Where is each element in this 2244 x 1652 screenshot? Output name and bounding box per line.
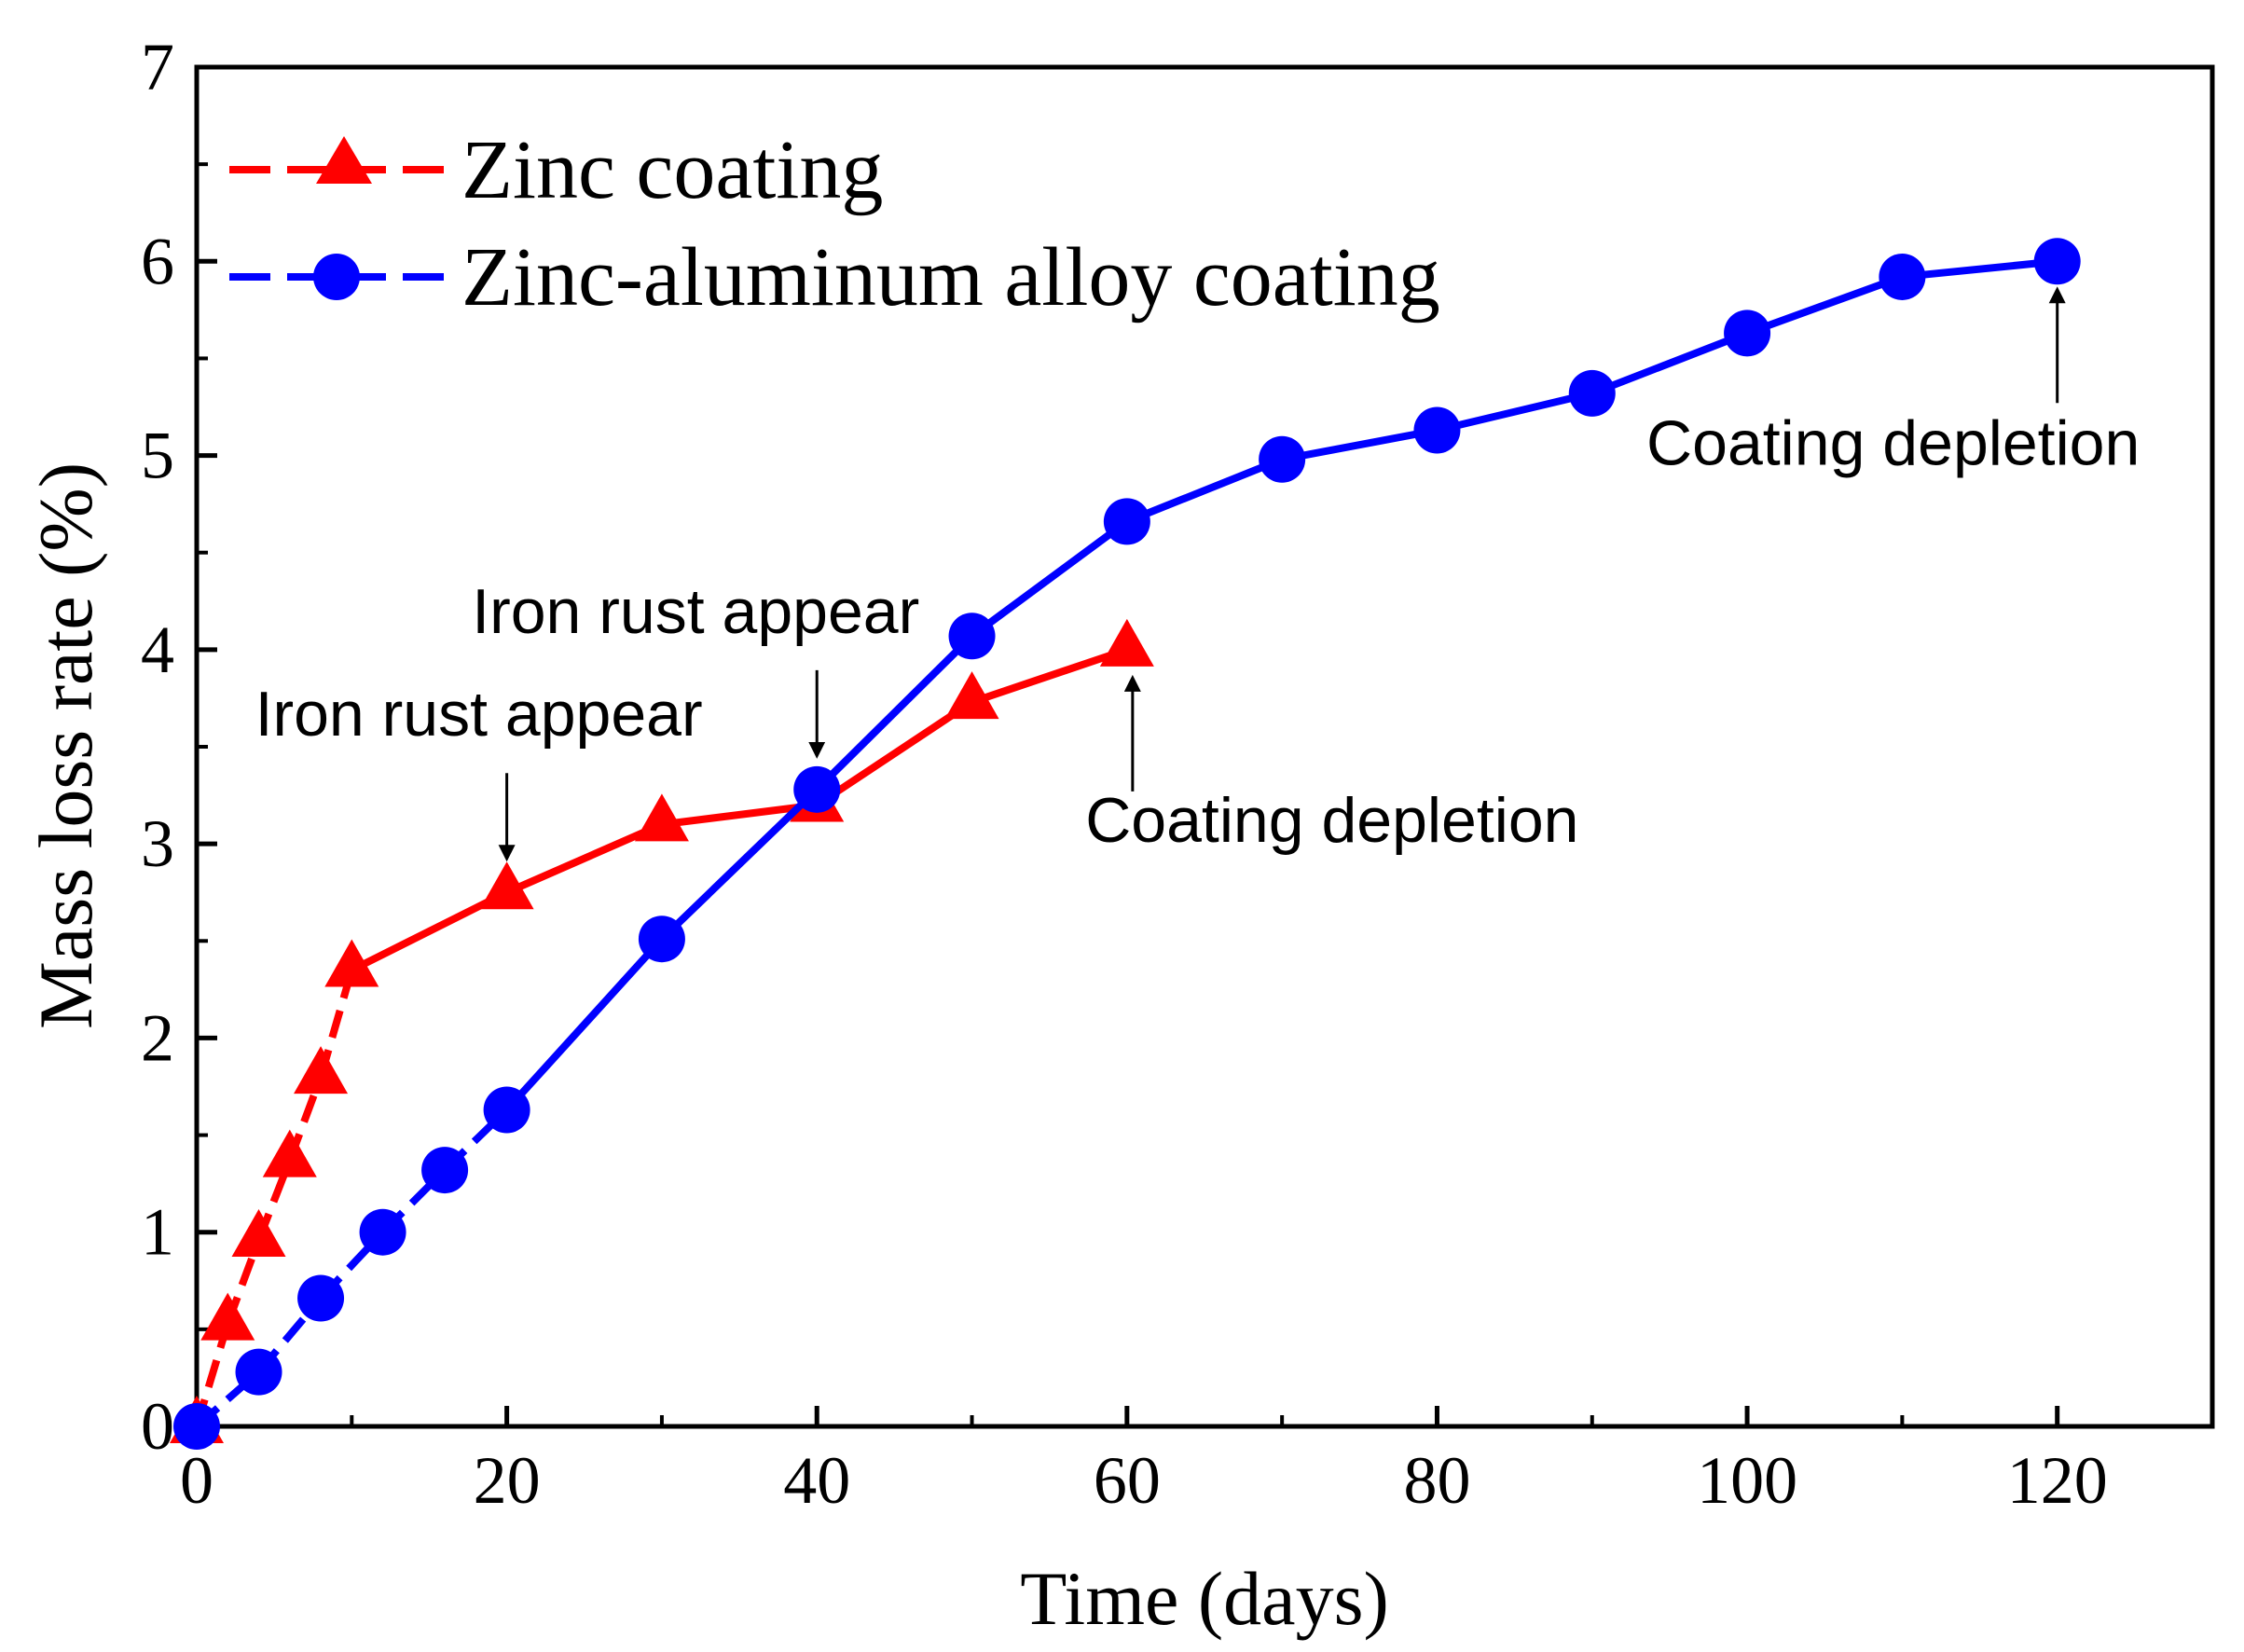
series-line-segment-zinc <box>505 820 664 896</box>
series-line-segment-zinc <box>815 698 974 808</box>
x-tick-label: 60 <box>1094 1443 1161 1518</box>
y-tick-label: 6 <box>141 224 174 298</box>
data-point-zinc <box>479 861 534 910</box>
axis-ticks: 0 20 40 60 80 100 120 0 1 2 3 4 5 6 7 <box>141 30 2108 1518</box>
y-tick-label: 0 <box>141 1389 174 1464</box>
x-tick-label: 20 <box>474 1443 541 1518</box>
x-tick-label: 80 <box>1403 1443 1470 1518</box>
x-tick-label: 120 <box>2007 1443 2108 1518</box>
y-axis-title: Mass loss rate (%) <box>23 462 108 1029</box>
legend-label-zn-al: Zinc-aluminum alloy coating <box>461 231 1440 324</box>
annotation-label: Iron rust appear <box>255 679 703 750</box>
data-point-zinc <box>1099 618 1154 667</box>
x-tick-label: 40 <box>783 1443 850 1518</box>
data-point-zn-al <box>793 765 841 813</box>
data-point-zinc <box>944 671 999 720</box>
data-point-zinc <box>294 1046 349 1094</box>
legend: Zinc coating Zinc-aluminum alloy coating <box>229 124 1440 324</box>
series-line-segment-zn-al <box>659 786 820 943</box>
data-point-zinc <box>262 1129 317 1177</box>
data-point-zn-al <box>421 1147 469 1194</box>
annotation-label: Iron rust appear <box>472 576 919 647</box>
data-point-zn-al <box>1259 435 1306 483</box>
data-point-zn-al <box>297 1274 345 1322</box>
series-line-segment-zn-al <box>1436 390 1593 434</box>
y-tick-label: 5 <box>141 419 174 493</box>
data-point-zn-al <box>1879 253 1926 300</box>
legend-label-zinc: Zinc coating <box>461 124 883 216</box>
series-line-segment-zinc <box>661 801 818 829</box>
data-point-zn-al <box>483 1086 530 1134</box>
data-point-zn-al <box>1413 406 1461 454</box>
annotations: Iron rust appear Iron rust appear Coating … <box>255 286 2140 862</box>
data-point-zn-al <box>359 1208 406 1256</box>
data-point-zn-al <box>235 1348 282 1396</box>
series-line-segment-zn-al <box>1281 426 1439 463</box>
data-point-zinc <box>324 939 379 987</box>
annotation-label: Coating depletion <box>1085 785 1578 856</box>
data-point-zn-al <box>173 1403 220 1450</box>
data-point-zn-al <box>1568 369 1616 417</box>
series-line-segment-zn-al <box>1125 456 1284 526</box>
x-axis-title: Time (days) <box>1020 1556 1389 1641</box>
y-tick-label: 1 <box>141 1195 174 1270</box>
y-tick-label: 4 <box>141 613 174 687</box>
series-line-segment-zn-al <box>970 518 1130 640</box>
series-line-segment-zn-al <box>1590 329 1749 397</box>
y-tick-label: 7 <box>141 30 174 104</box>
x-tick-label: 0 <box>180 1443 213 1518</box>
series-line-segment-zn-al <box>1901 257 2058 281</box>
x-tick-label: 100 <box>1697 1443 1797 1518</box>
annotation-label: Coating depletion <box>1646 407 2140 478</box>
series-line-segment-zn-al <box>1745 273 1904 337</box>
legend-marker-zn-al <box>313 254 360 300</box>
series-line-segment-zn-al <box>814 633 975 792</box>
data-point-zn-al <box>948 613 996 660</box>
y-tick-label: 3 <box>141 806 174 881</box>
series-line-segment-zinc <box>350 888 509 974</box>
data-point-zn-al <box>638 915 685 963</box>
data-point-zn-al <box>1103 498 1150 545</box>
data-point-zinc <box>231 1209 286 1258</box>
data-point-zn-al <box>1724 310 1771 357</box>
series-line-segment-zn-al <box>503 936 665 1113</box>
legend-marker-zinc <box>316 136 372 184</box>
y-tick-label: 2 <box>141 1000 174 1075</box>
series-line-segment-zinc <box>971 646 1129 706</box>
data-point-zn-al <box>2033 238 2081 285</box>
data-point-zinc <box>200 1292 255 1341</box>
data-series <box>170 238 2081 1450</box>
data-point-zinc <box>634 793 689 842</box>
